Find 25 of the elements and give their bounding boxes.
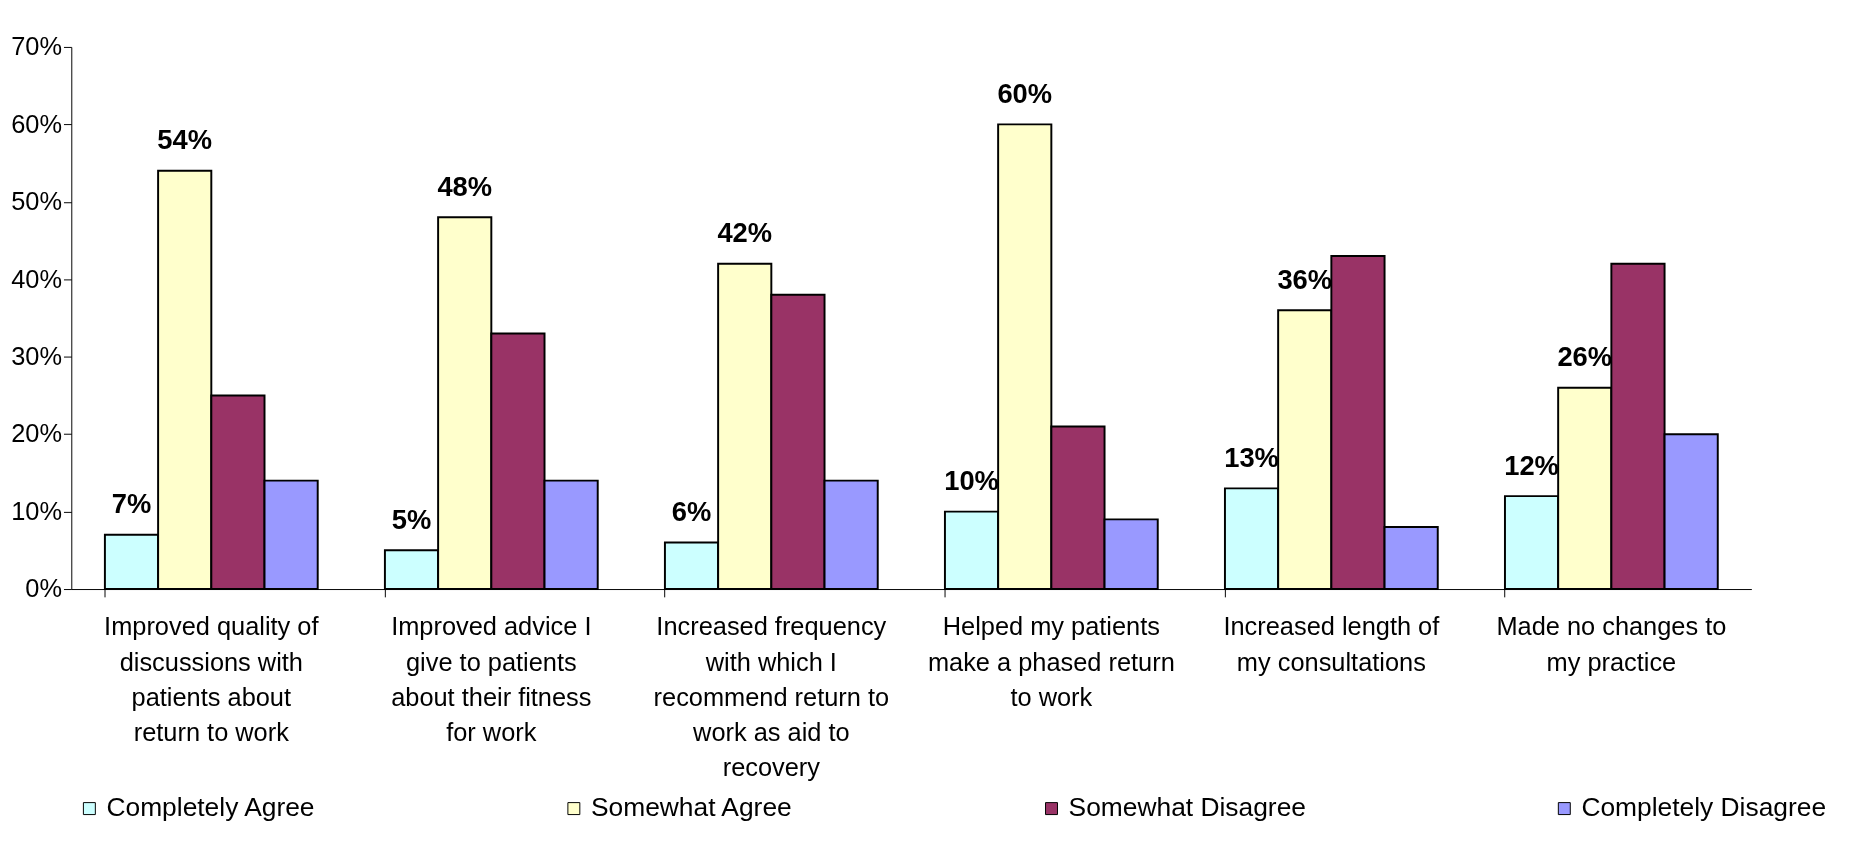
data-label: 54% xyxy=(157,124,213,156)
x-tick-label: Improved quality of discussions with patients about return to work xyxy=(104,612,320,746)
legend-label: Completely Agree xyxy=(106,792,315,823)
y-tick-label: 10% xyxy=(11,496,63,525)
legend-label: Somewhat Agree xyxy=(590,792,792,823)
y-tick-label: 20% xyxy=(11,419,63,448)
data-label: 60% xyxy=(997,77,1053,109)
data-label: 6% xyxy=(671,496,712,528)
y-tick-label: 40% xyxy=(11,264,63,293)
x-tick-label: Helped my patients make a phased return to work xyxy=(927,612,1175,711)
x-tick-label: Increased frequency with which I recommend return to work as aid to recovery xyxy=(653,612,890,782)
data-label: 7% xyxy=(111,488,152,520)
data-label: 48% xyxy=(437,170,493,202)
x-tick-label: Made no changes to my practice xyxy=(1496,612,1727,676)
y-tick-label: 70% xyxy=(11,32,63,61)
legend-label: Completely Disagree xyxy=(1581,792,1827,823)
y-tick-label: 0% xyxy=(25,574,63,603)
x-tick-label: Increased length of my consultations xyxy=(1223,612,1441,676)
legend-label: Somewhat Disagree xyxy=(1068,792,1306,823)
x-tick-label: Improved advice I give to patients about their fitness for work xyxy=(391,612,592,746)
data-label: 42% xyxy=(717,217,773,249)
y-tick-label: 60% xyxy=(11,109,63,138)
y-tick-label: 30% xyxy=(11,342,63,371)
data-label: 5% xyxy=(391,503,432,535)
y-tick-label: 50% xyxy=(11,187,63,216)
